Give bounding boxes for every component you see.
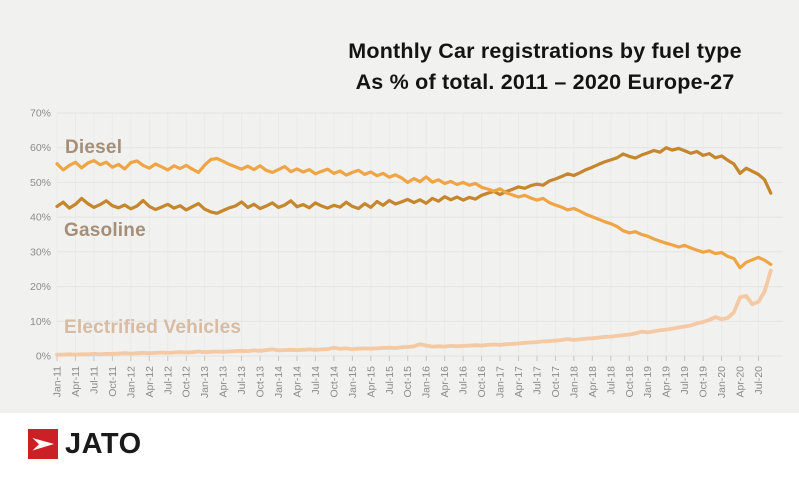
line-chart: 0% 10% 20% 30% 40% 50% 60% 70% Jan-11 Apr-11 Jul-1… <box>30 108 783 398</box>
svg-text:Oct-17: Oct-17 <box>550 366 562 398</box>
svg-text:Oct-18: Oct-18 <box>624 366 636 398</box>
svg-text:Oct-11: Oct-11 <box>107 366 119 397</box>
jato-logo: JATO <box>28 429 142 459</box>
svg-text:Apr-13: Apr-13 <box>218 366 230 398</box>
svg-text:Jan-15: Jan-15 <box>347 366 359 398</box>
svg-text:Apr-12: Apr-12 <box>144 366 156 398</box>
svg-text:Oct-19: Oct-19 <box>698 366 710 398</box>
chart-panel: Monthly Car registrations by fuel type A… <box>0 0 799 413</box>
svg-text:0%: 0% <box>36 351 51 363</box>
svg-text:Oct-12: Oct-12 <box>181 366 193 398</box>
svg-text:20%: 20% <box>30 281 51 293</box>
svg-text:Oct-13: Oct-13 <box>255 366 267 398</box>
electrified-vehicles-series-label: Electrified Vehicles <box>64 317 242 338</box>
svg-text:Jan-12: Jan-12 <box>125 366 137 398</box>
svg-text:Apr-18: Apr-18 <box>587 366 599 398</box>
svg-text:Apr-20: Apr-20 <box>735 366 747 398</box>
svg-text:Jan-16: Jan-16 <box>421 366 433 398</box>
svg-text:Jan-14: Jan-14 <box>273 366 285 398</box>
svg-text:Jan-17: Jan-17 <box>495 366 507 398</box>
svg-text:Jul-12: Jul-12 <box>162 366 174 395</box>
chart-title-line2: As % of total. 2011 – 2020 Europe-27 <box>355 70 735 94</box>
jato-arrow-icon <box>28 429 58 459</box>
svg-text:Apr-15: Apr-15 <box>365 366 377 398</box>
svg-text:70%: 70% <box>30 108 51 120</box>
svg-text:Oct-14: Oct-14 <box>328 366 340 398</box>
svg-text:10%: 10% <box>30 316 51 328</box>
svg-text:Jul-11: Jul-11 <box>88 366 100 394</box>
jato-logo-text: JATO <box>65 428 142 460</box>
svg-text:Apr-11: Apr-11 <box>70 366 82 397</box>
svg-text:Jul-17: Jul-17 <box>531 366 543 395</box>
svg-text:Jan-13: Jan-13 <box>199 366 211 398</box>
svg-text:40%: 40% <box>30 212 51 224</box>
svg-text:Jan-20: Jan-20 <box>716 366 728 398</box>
svg-text:Apr-19: Apr-19 <box>661 366 673 398</box>
svg-text:60%: 60% <box>30 142 51 154</box>
svg-text:Oct-15: Oct-15 <box>402 366 414 398</box>
svg-text:Apr-16: Apr-16 <box>439 366 451 398</box>
gasoline-series-label: Gasoline <box>64 220 146 241</box>
svg-text:Apr-14: Apr-14 <box>291 366 303 398</box>
chart-title: Monthly Car registrations by fuel type A… <box>305 36 785 98</box>
svg-text:50%: 50% <box>30 177 51 189</box>
diesel-series-label: Diesel <box>65 137 123 158</box>
svg-text:Jul-18: Jul-18 <box>605 366 617 395</box>
svg-text:30%: 30% <box>30 246 51 258</box>
svg-text:Jul-20: Jul-20 <box>753 366 765 395</box>
svg-text:Jul-13: Jul-13 <box>236 366 248 395</box>
svg-text:Jul-16: Jul-16 <box>458 366 470 395</box>
svg-text:Apr-17: Apr-17 <box>513 366 525 398</box>
svg-text:Jan-19: Jan-19 <box>642 366 654 398</box>
chart-title-line1: Monthly Car registrations by fuel type <box>348 39 742 63</box>
svg-text:Jul-15: Jul-15 <box>384 366 396 395</box>
svg-text:Oct-16: Oct-16 <box>476 366 488 398</box>
svg-text:Jan-18: Jan-18 <box>568 366 580 398</box>
svg-text:Jul-14: Jul-14 <box>310 366 322 395</box>
footer: JATO <box>0 413 799 480</box>
svg-text:Jan-11: Jan-11 <box>52 366 64 397</box>
svg-text:Jul-19: Jul-19 <box>679 366 691 395</box>
